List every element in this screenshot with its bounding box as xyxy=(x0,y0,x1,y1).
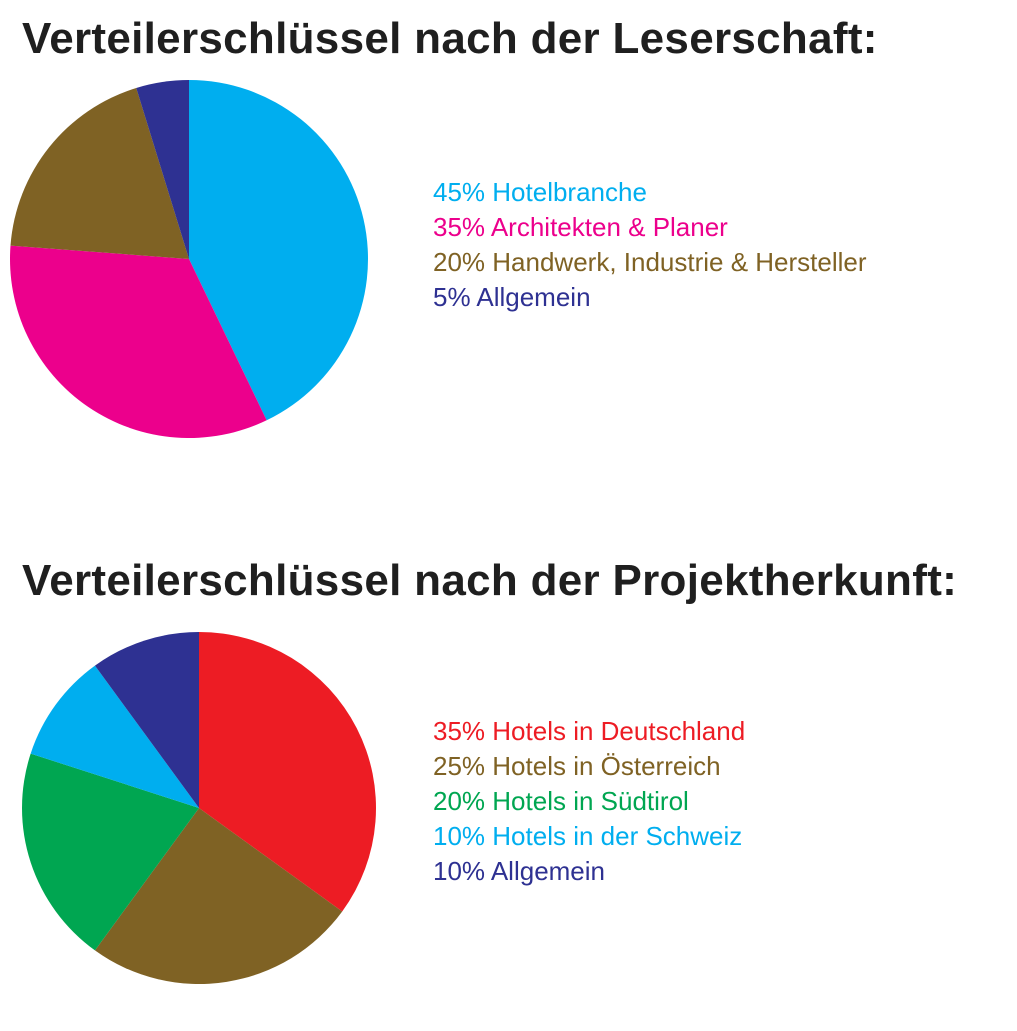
legend-entry-hotels-in-oesterreich: 25% Hotels in Österreich xyxy=(433,749,745,784)
chart-title-leserschaft: Verteilerschlüssel nach der Leserschaft: xyxy=(22,14,878,63)
pie-slice-architekten-und-planer xyxy=(10,245,267,438)
legend-entry-hotels-in-der-schweiz: 10% Hotels in der Schweiz xyxy=(433,819,745,854)
legend-percent: 35% xyxy=(433,716,486,746)
pie-chart-projektherkunft xyxy=(22,632,376,984)
legend-projektherkunft: 35% Hotels in Deutschland 25% Hotels in Ö… xyxy=(433,714,745,889)
legend-label: Hotels in Österreich xyxy=(485,751,721,781)
legend-entry-hotels-in-suedtirol: 20% Hotels in Südtirol xyxy=(433,784,745,819)
legend-label: Allgemein xyxy=(485,856,606,886)
legend-label: Hotelbranche xyxy=(485,177,647,207)
pie-slice-hotels-in-suedtirol xyxy=(22,753,199,951)
legend-entry-allgemein: 5% Allgemein xyxy=(433,280,867,315)
pie-slice-hotels-in-oesterreich xyxy=(94,808,343,984)
pie-slice-allgemein xyxy=(94,632,199,808)
pie-slice-allgemein xyxy=(136,80,189,259)
pie-slice-hotels-in-der-schweiz xyxy=(30,665,200,808)
legend-entry-hotels-in-deutschland: 35% Hotels in Deutschland xyxy=(433,714,745,749)
chart-title-projektherkunft: Verteilerschlüssel nach der Projektherku… xyxy=(22,556,958,605)
pie-slice-hotels-in-deutschland xyxy=(199,632,376,912)
legend-label: Allgemein xyxy=(470,282,591,312)
legend-label: Handwerk, Industrie & Hersteller xyxy=(485,247,867,277)
legend-label: Hotels in der Schweiz xyxy=(485,821,743,851)
legend-label: Hotels in Südtirol xyxy=(485,786,689,816)
pie-chart-leserschaft xyxy=(10,80,368,438)
legend-entry-hotelbranche: 45% Hotelbranche xyxy=(433,175,867,210)
legend-percent: 35% xyxy=(433,212,486,242)
legend-label: Hotels in Deutschland xyxy=(485,716,746,746)
legend-entry-architekten-und-planer: 35% Architekten & Planer xyxy=(433,210,867,245)
legend-percent: 25% xyxy=(433,751,486,781)
legend-label: Architekten & Planer xyxy=(485,212,728,242)
pie-slice-hotelbranche xyxy=(189,80,368,421)
legend-percent: 20% xyxy=(433,786,486,816)
legend-percent: 10% xyxy=(433,856,486,886)
pie-slice-handwerk-industrie-und-hersteller xyxy=(10,87,190,259)
legend-entry-allgemein: 10% Allgemein xyxy=(433,854,745,889)
legend-percent: 20% xyxy=(433,247,486,277)
legend-leserschaft: 45% Hotelbranche 35% Architekten & Planer… xyxy=(433,175,867,315)
legend-entry-handwerk-industrie-und-hersteller: 20% Handwerk, Industrie & Hersteller xyxy=(433,245,867,280)
legend-percent: 45% xyxy=(433,177,486,207)
legend-percent: 5% xyxy=(433,282,471,312)
legend-percent: 10% xyxy=(433,821,486,851)
